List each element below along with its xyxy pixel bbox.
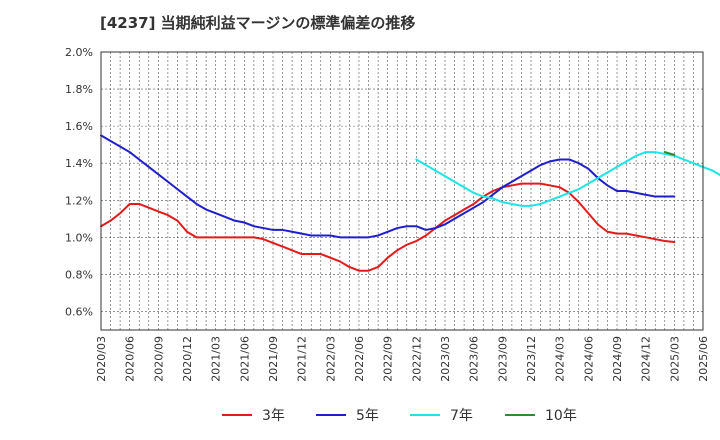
y-tick-label: 1.8% [65, 83, 93, 96]
x-tick-label: 2021/03 [210, 336, 223, 382]
grid [100, 51, 704, 330]
x-tick-label: 2020/06 [124, 336, 137, 382]
x-tick-label: 2020/09 [152, 336, 165, 382]
y-tick-label: 1.6% [65, 120, 93, 133]
x-tick-label: 2024/09 [611, 336, 624, 382]
x-tick-label: 2024/12 [640, 336, 653, 382]
y-tick-label: 0.6% [65, 305, 93, 318]
series-line-2 [415, 151, 720, 207]
x-tick-label: 2022/12 [410, 336, 423, 382]
x-tick-label: 2023/09 [496, 336, 509, 382]
series-line-1 [100, 134, 676, 239]
x-tick-label: 2023/06 [468, 336, 481, 382]
legend-label: 10年 [545, 408, 577, 424]
x-tick-label: 2022/09 [382, 336, 395, 382]
y-tick-label: 2.0% [65, 46, 93, 59]
x-tick-label: 2025/03 [668, 336, 681, 382]
x-tick-label: 2024/06 [582, 336, 595, 382]
x-tick-label: 2022/06 [353, 336, 366, 382]
plot-frame [100, 51, 704, 331]
legend-label: 5年 [356, 408, 379, 424]
x-tick-label: 2022/03 [324, 336, 337, 382]
x-tick-label: 2025/06 [697, 336, 710, 382]
series-line-0 [100, 182, 676, 272]
x-tick-label: 2020/12 [181, 336, 194, 382]
series-line-3 [663, 151, 676, 156]
y-tick-label: 1.0% [65, 231, 93, 244]
legend: 3年 5年 7年 10年 [222, 408, 577, 424]
x-tick-label: 2020/03 [95, 336, 108, 382]
legend-label: 3年 [262, 408, 285, 424]
y-tick-label: 0.8% [65, 268, 93, 281]
x-tick-label: 2023/03 [439, 336, 452, 382]
x-tick-label: 2021/09 [267, 336, 280, 382]
x-tick-label: 2021/06 [238, 336, 251, 382]
x-tick-label: 2024/03 [554, 336, 567, 382]
legend-label: 7年 [450, 408, 473, 424]
chart-title: [4237] 当期純利益マージンの標準偏差の推移 [100, 14, 416, 32]
x-tick-label: 2023/12 [525, 336, 538, 382]
x-tick-label: 2021/12 [296, 336, 309, 382]
y-tick-label: 1.4% [65, 157, 93, 170]
axes: 0.6% 0.8% 1.0% 1.2% 1.4% 1.6% 1.8% 2.0% 2020/03 2… [65, 46, 710, 382]
y-tick-label: 1.2% [65, 194, 93, 207]
series-lines [100, 134, 720, 272]
